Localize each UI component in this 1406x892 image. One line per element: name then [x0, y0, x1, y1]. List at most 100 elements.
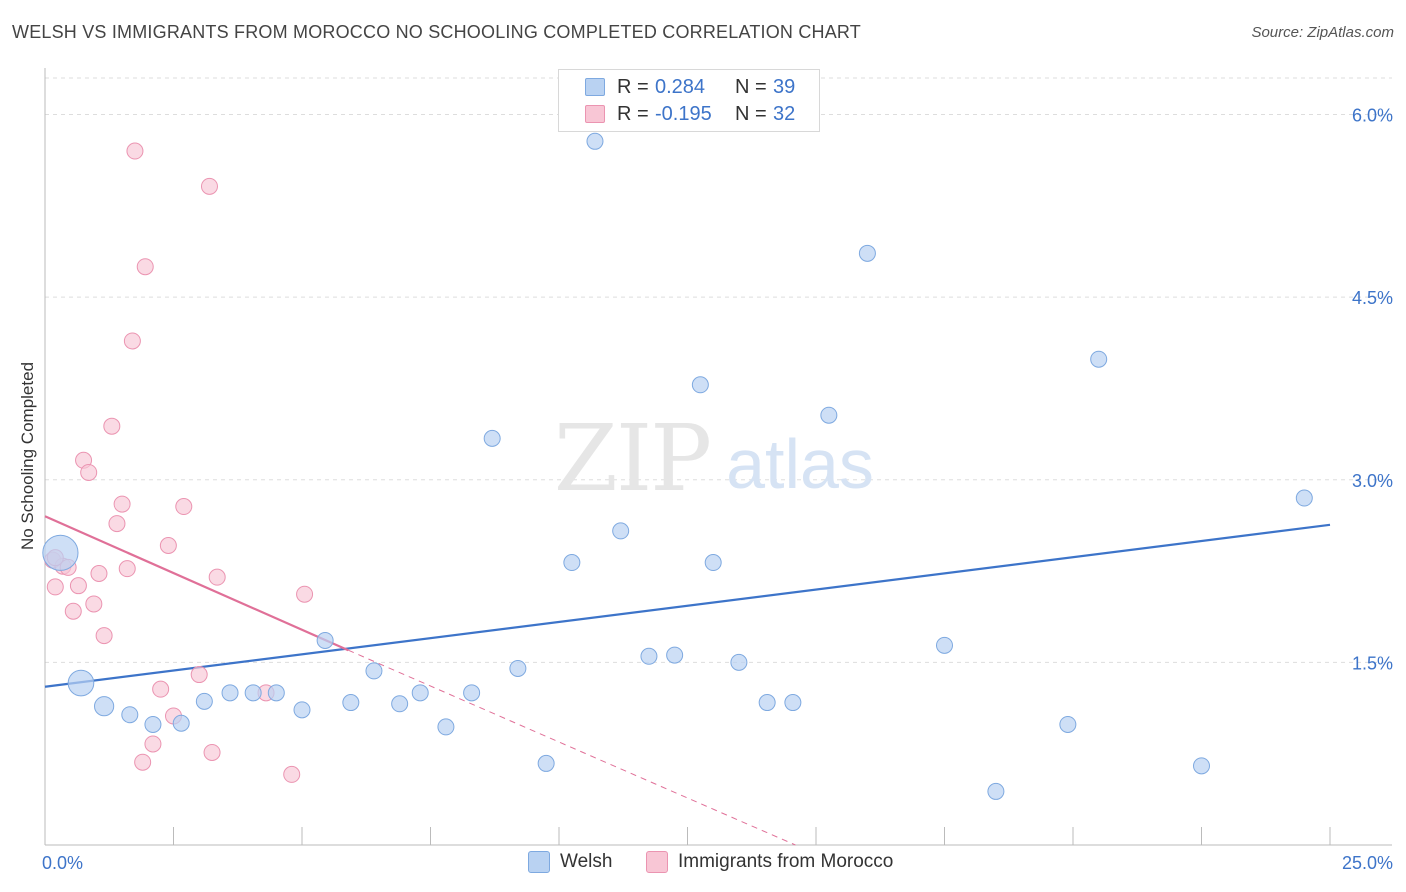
tick-labels: 1.5% 3.0% 4.5% 6.0% 0.0% 25.0% [42, 106, 1393, 873]
data-point-morocco [113, 495, 131, 513]
axes [44, 68, 1392, 846]
series-label-morocco: Immigrants from Morocco [678, 851, 894, 872]
legend-r-label: R = [617, 102, 649, 125]
x-tick-label-max: 25.0% [1342, 853, 1393, 873]
data-points [42, 132, 1313, 800]
grid-lines [45, 77, 1392, 663]
data-point-welsh [244, 684, 262, 702]
data-point-morocco [152, 680, 170, 698]
data-point-welsh [463, 684, 481, 702]
watermark-atlas: atlas [726, 425, 874, 503]
data-point-welsh [316, 631, 334, 649]
data-point-morocco [126, 142, 144, 160]
data-point-morocco [283, 765, 301, 783]
data-point-welsh [758, 694, 776, 712]
y-axis-label: No Schooling Completed [18, 361, 37, 551]
data-point-morocco [159, 537, 177, 555]
data-point-welsh [987, 782, 1005, 800]
trend-line-morocco-extension [348, 649, 796, 846]
data-point-welsh [1090, 350, 1108, 368]
data-point-morocco [46, 578, 64, 596]
data-point-welsh [537, 754, 555, 772]
data-point-welsh [858, 244, 876, 262]
data-point-morocco [208, 568, 226, 586]
trend-lines [44, 515, 1331, 846]
data-point-welsh [612, 522, 630, 540]
data-point-morocco [200, 177, 218, 195]
legend-n-label: N = [735, 102, 767, 125]
data-point-morocco [90, 565, 108, 583]
data-point-welsh [820, 406, 838, 424]
data-point-welsh [509, 659, 527, 677]
data-point-morocco [108, 515, 126, 533]
data-point-morocco [69, 577, 87, 595]
data-point-welsh [121, 706, 139, 724]
data-point-morocco [103, 417, 121, 435]
data-point-welsh [704, 554, 722, 572]
data-point-morocco [175, 498, 193, 516]
data-point-morocco [296, 585, 314, 603]
data-point-morocco [144, 735, 162, 753]
data-point-welsh [94, 696, 115, 717]
watermark: ZIP atlas [554, 405, 874, 512]
y-tick-label: 4.5% [1352, 288, 1393, 308]
legend-n-label: N = [735, 75, 767, 98]
data-point-morocco [64, 602, 82, 620]
data-point-welsh [144, 715, 162, 733]
correlation-legend: R = 0.284 N = 39 R = -0.195 N = 32 [558, 69, 820, 132]
trend-line-morocco [44, 515, 349, 652]
data-point-welsh [221, 684, 239, 702]
source-label: Source: ZipAtlas.com [1251, 24, 1394, 41]
series-swatch-welsh [528, 851, 550, 873]
data-point-welsh [67, 669, 95, 697]
data-point-welsh [411, 684, 429, 702]
legend-r-label: R = [617, 75, 649, 98]
legend-n-value: 32 [773, 102, 796, 125]
data-point-morocco [85, 595, 103, 613]
data-point-morocco [123, 332, 141, 350]
data-point-welsh [1193, 757, 1210, 775]
legend-r-value: -0.195 [655, 102, 712, 125]
data-point-morocco [136, 258, 154, 276]
y-tick-label: 6.0% [1352, 106, 1393, 126]
y-tick-label: 1.5% [1352, 653, 1393, 673]
legend-row-welsh: R = 0.284 N = 39 [559, 74, 795, 100]
data-point-morocco [134, 753, 152, 771]
data-point-morocco [118, 560, 136, 578]
data-point-morocco [190, 666, 208, 684]
data-point-welsh [784, 694, 802, 712]
data-point-morocco [203, 743, 221, 761]
series-swatch-morocco [646, 851, 668, 873]
data-point-welsh [195, 692, 213, 710]
data-point-welsh [483, 429, 501, 447]
y-tick-label: 3.0% [1352, 471, 1393, 491]
data-point-welsh [437, 718, 455, 736]
data-point-welsh [691, 376, 709, 394]
data-point-welsh [563, 554, 581, 572]
series-legend-morocco[interactable]: Immigrants from Morocco [646, 851, 893, 873]
trend-line-welsh [44, 523, 1331, 688]
data-point-welsh [42, 534, 79, 571]
data-point-welsh [666, 646, 684, 664]
chart-title: WELSH VS IMMIGRANTS FROM MOROCCO NO SCHO… [12, 22, 861, 42]
x-tick-label-min: 0.0% [42, 853, 83, 873]
legend-r-value: 0.284 [655, 75, 706, 98]
data-point-welsh [586, 132, 604, 150]
series-legend: Welsh Immigrants from Morocco [0, 851, 1406, 879]
data-point-welsh [172, 714, 190, 732]
data-point-welsh [936, 636, 953, 654]
data-point-welsh [365, 662, 383, 680]
legend-row-morocco: R = -0.195 N = 32 [559, 101, 795, 127]
data-point-welsh [293, 701, 311, 719]
data-point-welsh [730, 653, 748, 671]
data-point-welsh [1059, 715, 1077, 733]
data-point-welsh [391, 695, 409, 713]
series-label-welsh: Welsh [560, 851, 613, 872]
legend-swatch-welsh [585, 78, 605, 96]
series-legend-welsh[interactable]: Welsh [528, 851, 612, 873]
data-point-morocco [80, 463, 98, 481]
legend-n-value: 39 [773, 75, 796, 98]
watermark-zip: ZIP [554, 405, 710, 512]
data-point-welsh [1295, 489, 1313, 507]
